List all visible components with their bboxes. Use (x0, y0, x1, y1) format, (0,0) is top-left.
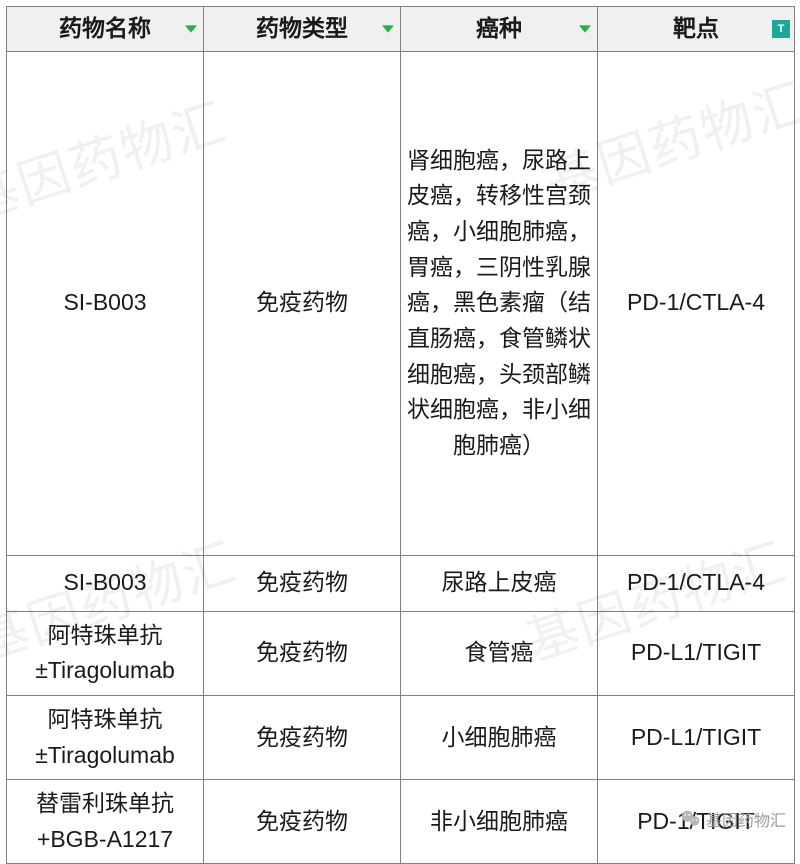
source-text: 基因药物汇 (706, 807, 786, 831)
filter-icon[interactable] (380, 21, 396, 37)
cell-cancer: 小细胞肺癌 (401, 695, 598, 779)
source-attribution: 基因药物汇 (680, 807, 786, 831)
cell-cancer: 肾细胞癌，尿路上皮癌，转移性宫颈癌，小细胞肺癌，胃癌，三阴性乳腺癌，黑色素瘤（结… (401, 51, 598, 555)
cell-target: PD-L1/TIGIT (598, 611, 795, 695)
cell-drug-name: 阿特珠单抗±Tiragolumab (7, 611, 204, 695)
cell-drug-type: 免疫药物 (204, 51, 401, 555)
cell-drug-type: 免疫药物 (204, 780, 401, 864)
col-header-label: 癌种 (476, 15, 522, 41)
col-header-label: 药物名称 (59, 15, 151, 41)
cell-target: PD-L1/TIGIT (598, 695, 795, 779)
cell-drug-type: 免疫药物 (204, 695, 401, 779)
cell-drug-name: 阿特珠单抗±Tiragolumab (7, 695, 204, 779)
col-header-cancer-type[interactable]: 癌种 (401, 7, 598, 52)
table-row: SI-B003 免疫药物 肾细胞癌，尿路上皮癌，转移性宫颈癌，小细胞肺癌，胃癌，… (7, 51, 795, 555)
col-header-drug-name[interactable]: 药物名称 (7, 7, 204, 52)
table-row: SI-B003 免疫药物 尿路上皮癌 PD-1/CTLA-4 (7, 555, 795, 611)
cell-target: PD-1/CTLA-4 (598, 555, 795, 611)
col-header-drug-type[interactable]: 药物类型 (204, 7, 401, 52)
table-row: 阿特珠单抗±Tiragolumab 免疫药物 小细胞肺癌 PD-L1/TIGIT (7, 695, 795, 779)
filter-icon[interactable] (577, 21, 593, 37)
cell-target: PD-1/CTLA-4 (598, 51, 795, 555)
table-row: 替雷利珠单抗+BGB-A1217 免疫药物 非小细胞肺癌 PD-1/TIGIT (7, 780, 795, 864)
drug-table: 药物名称 药物类型 癌种 靶点 T (6, 6, 795, 864)
cell-drug-name: SI-B003 (7, 51, 204, 555)
filter-icon[interactable] (183, 21, 199, 37)
col-header-label: 药物类型 (256, 15, 348, 41)
col-header-label: 靶点 (673, 15, 719, 41)
filter-active-icon[interactable]: T (772, 20, 790, 38)
cell-cancer: 非小细胞肺癌 (401, 780, 598, 864)
table-row: 阿特珠单抗±Tiragolumab 免疫药物 食管癌 PD-L1/TIGIT (7, 611, 795, 695)
cell-drug-name: SI-B003 (7, 555, 204, 611)
cell-drug-type: 免疫药物 (204, 611, 401, 695)
cell-drug-name: 替雷利珠单抗+BGB-A1217 (7, 780, 204, 864)
table-header-row: 药物名称 药物类型 癌种 靶点 T (7, 7, 795, 52)
col-header-target[interactable]: 靶点 T (598, 7, 795, 52)
cell-drug-type: 免疫药物 (204, 555, 401, 611)
cell-cancer: 尿路上皮癌 (401, 555, 598, 611)
wechat-icon (680, 808, 702, 830)
cell-cancer: 食管癌 (401, 611, 598, 695)
